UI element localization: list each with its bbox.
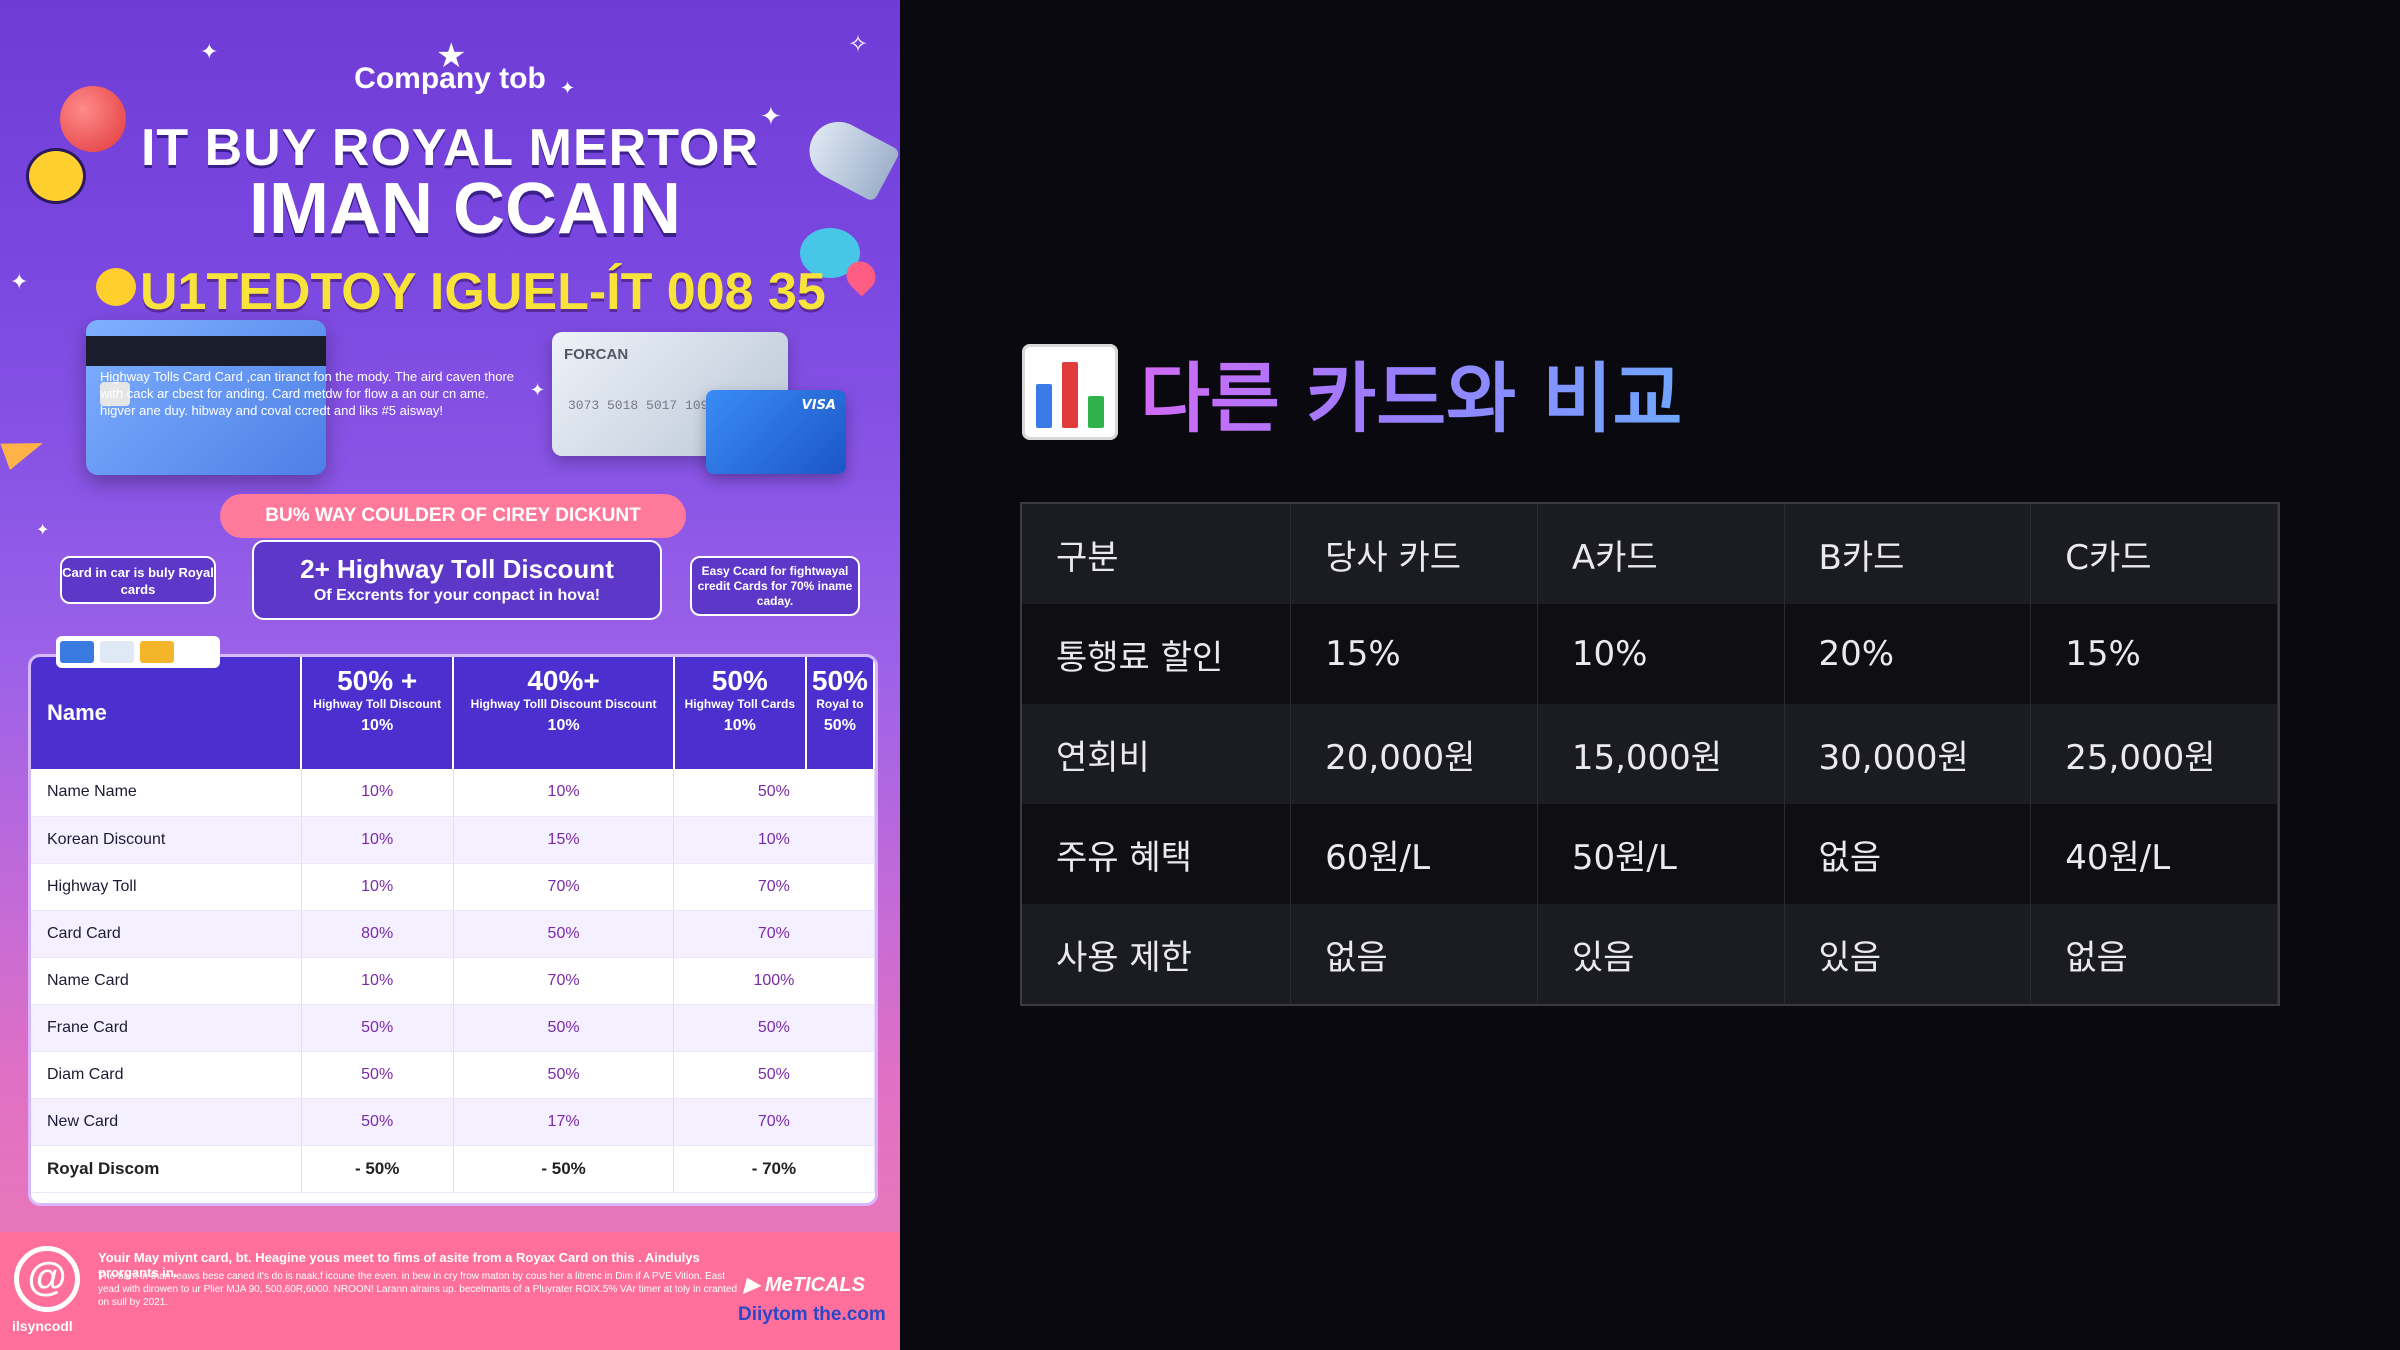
table-cell: 60원/L [1290, 804, 1538, 904]
table-row: Frane Card 50% 50% 50% [31, 1004, 875, 1052]
table-row: Highway Toll 10% 70% 70% [31, 863, 875, 911]
table-row: Name Name 10% 10% 50% [31, 769, 875, 817]
bar-chart-icon-bar [1088, 396, 1104, 428]
table-header-name: Name [31, 657, 302, 769]
table-row: 연회비 20,000원 15,000원 30,000원 25,000원 [1022, 704, 2278, 804]
bar-chart-icon-bar [1062, 362, 1078, 428]
table-header-cell: C카드 [2030, 504, 2278, 604]
table-cell: 없음 [1290, 904, 1538, 1004]
sparkle-icon: ✦ [560, 78, 576, 99]
balloon-icon [60, 86, 126, 152]
chip-icon [100, 382, 130, 406]
table-cell: 15% [1290, 604, 1538, 704]
row-label: 연회비 [1022, 704, 1292, 804]
poster-title-line3: U1TEDTOY IGUEL-ÍT 008 35 [140, 263, 826, 321]
table-row: Diam Card 50% 50% 50% [31, 1051, 875, 1099]
footer-domain: Diiytom the.com [738, 1304, 886, 1325]
footer-fine-print: The bant in than reaws bese caned it's d… [98, 1271, 738, 1308]
table-row: Korean Discount 10% 15% 10% [31, 816, 875, 864]
silver-card-brand: FORCAN [564, 346, 629, 363]
callout-main: 2+ Highway Toll Discount Of Excrents for… [252, 540, 662, 620]
footer-brand: ▶ MeTICALS [744, 1272, 865, 1297]
table-row: Royal Discom - 50% - 50% - 70% [31, 1145, 875, 1193]
sparkle-icon: ✦ [10, 270, 29, 295]
play-icon: ▶ [744, 1274, 765, 1296]
table-cell: 있음 [1784, 904, 2032, 1004]
footer-brand-label: MeTICALS [764, 1274, 865, 1296]
card-description: Highway Tolls Card Card ,can tiranct fon… [100, 369, 515, 418]
table-row: 주유 혜택 60원/L 50원/L 없음 40원/L [1022, 804, 2278, 904]
promo-poster: ★ ✦ ✦ ✦ ✧ ✦ ✦ ✦ Company tob IT BUY ROYAL… [0, 0, 900, 1350]
sparkle-icon: ✦ [760, 102, 782, 132]
card-logo-icon [100, 641, 134, 663]
poster-decorations: ★ ✦ ✦ ✦ ✧ ✦ ✦ ✦ [0, 0, 900, 1350]
table-cell: 20% [1784, 604, 2032, 704]
table-cell: 40원/L [2030, 804, 2278, 904]
table-header-col3: 50% Highway Toll Cards 10% [673, 657, 807, 769]
footer-logo-text: ilsyncodl [12, 1318, 73, 1334]
footer-headline: Youir May miynt card, bt. Heagine yous m… [98, 1250, 700, 1280]
callout-main-subline: Of Excrents for your conpact in hova! [313, 587, 601, 604]
card-logo-icon [60, 641, 94, 663]
mascot-icon [26, 148, 86, 204]
poster-footer: @ ilsyncodl Youir May miynt card, bt. He… [0, 1232, 900, 1350]
slide-title-text: 다른 카드와 비교 [1140, 337, 1682, 447]
silver-card-number: 3073 5018 5017 109 [568, 398, 709, 413]
discount-banner: BU% WAY COULDER OF CIREY DICKUNT [220, 494, 686, 538]
payment-logos [56, 636, 220, 668]
sparkle-icon: ✧ [848, 30, 869, 58]
card-logo-icon [140, 641, 174, 663]
table-cell: 50원/L [1537, 804, 1785, 904]
table-header-cell: A카드 [1537, 504, 1785, 604]
table-header-cell: 당사 카드 [1290, 504, 1538, 604]
smiley-icon [96, 268, 136, 306]
callout-left: Card in car is buly Royal cards [60, 556, 216, 604]
table-row: 사용 제한 없음 있음 있음 없음 [1022, 904, 2278, 1004]
table-row: 통행료 할인 15% 10% 20% 15% [1022, 604, 2278, 704]
plane-icon [0, 430, 48, 470]
slide-title: 다른 카드와 비교 [1022, 342, 1682, 443]
credit-card-image [86, 320, 326, 475]
row-label: 사용 제한 [1022, 904, 1292, 1004]
table-cell: 15,000원 [1537, 704, 1785, 804]
table-cell: 없음 [1784, 804, 2032, 904]
table-header-col4: 50% Royal to 50% [805, 657, 875, 769]
sparkle-icon: ✦ [530, 380, 546, 401]
company-name: Company tob [354, 62, 546, 95]
sparkle-icon: ✦ [200, 40, 219, 65]
table-header-cell: 구분 [1022, 504, 1292, 604]
table-cell: 있음 [1537, 904, 1785, 1004]
callout-right: Easy Ccard for fightwayal credit Cards f… [690, 556, 860, 616]
row-label: 주유 혜택 [1022, 804, 1292, 904]
table-cell: 30,000원 [1784, 704, 2032, 804]
poster-discount-table: Name 50% + Highway Toll Discount 10% 40%+ H… [28, 654, 878, 1206]
magnetic-stripe [86, 336, 326, 366]
bar-chart-icon [1022, 344, 1118, 440]
comparison-table: 구분 당사 카드 A카드 B카드 C카드 통행료 할인 15% 10% 20% … [1020, 502, 2280, 1006]
table-header-cell: B카드 [1784, 504, 2032, 604]
table-cell: 25,000원 [2030, 704, 2278, 804]
at-logo-icon: @ [14, 1246, 80, 1312]
table-header-col1: 50% + Highway Toll Discount 10% [301, 657, 455, 769]
table-row: Name Card 10% 70% 100% [31, 957, 875, 1005]
table-cell: 15% [2030, 604, 2278, 704]
table-header-col2: 40%+ Highway Tolll Discount Discount 10% [453, 657, 675, 769]
poster-title-line1: IT BUY ROYAL MERTOR [140, 119, 760, 177]
table-row: New Card 50% 17% 70% [31, 1098, 875, 1146]
visa-logo: VISA [801, 398, 836, 413]
row-label: 통행료 할인 [1022, 604, 1292, 704]
sparkle-icon: ✦ [36, 520, 50, 539]
poster-title-line2: IMAN CCAIN [249, 169, 681, 249]
blue-card-image: VISA [706, 390, 846, 474]
table-row: Card Card 80% 50% 70% [31, 910, 875, 958]
table-cell: 없음 [2030, 904, 2278, 1004]
star-icon: ★ [436, 36, 467, 76]
callout-main-headline: 2+ Highway Toll Discount [300, 554, 614, 584]
bar-chart-icon-bar [1036, 384, 1052, 428]
table-cell: 20,000원 [1290, 704, 1538, 804]
table-cell: 10% [1537, 604, 1785, 704]
